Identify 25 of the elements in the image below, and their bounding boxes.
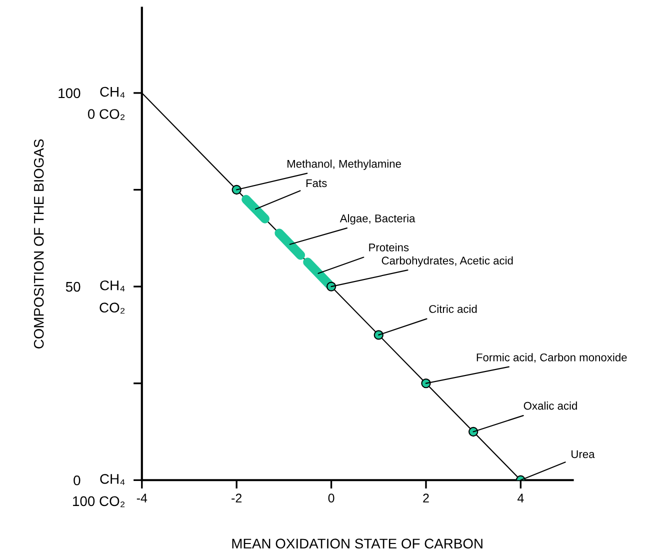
y-tick-label: 100 xyxy=(58,88,80,98)
y-tick-label: 0 xyxy=(74,475,80,486)
x-tick-label: 4 xyxy=(517,494,524,502)
annotation: Methanol, Methylamine xyxy=(288,160,401,170)
y-tick-label: 50 xyxy=(66,282,80,292)
annotation: Fats xyxy=(306,179,327,188)
y-axis-title: COMPOSITION OF THE BIOGAS xyxy=(34,139,44,348)
text: 100 CO₂ xyxy=(73,496,125,508)
annotation: Urea xyxy=(572,450,595,458)
annotation: Carbohydrates, Acetic acid xyxy=(382,256,513,267)
annotation: Citric acid xyxy=(429,304,477,313)
x-tick-label: 0 xyxy=(328,494,334,503)
annotation: Algae, Bacteria xyxy=(340,214,416,225)
text: CH₄ xyxy=(100,280,125,292)
x-tick-label: -4 xyxy=(136,494,148,502)
x-axis-title: MEAN OXIDATION STATE OF CARBON xyxy=(232,538,482,549)
text: CO₂ xyxy=(100,302,125,314)
annotation: Formic acid, Carbon monoxide xyxy=(476,353,627,363)
x-tick-label: 2 xyxy=(423,494,429,502)
text: CH₄ xyxy=(100,86,125,98)
text: CH₄ xyxy=(100,474,125,485)
text: 0 CO₂ xyxy=(88,109,125,120)
annotation: Oxalic acid xyxy=(524,402,577,410)
x-tick-label: -2 xyxy=(232,494,242,502)
annotation: Proteins xyxy=(369,243,409,252)
